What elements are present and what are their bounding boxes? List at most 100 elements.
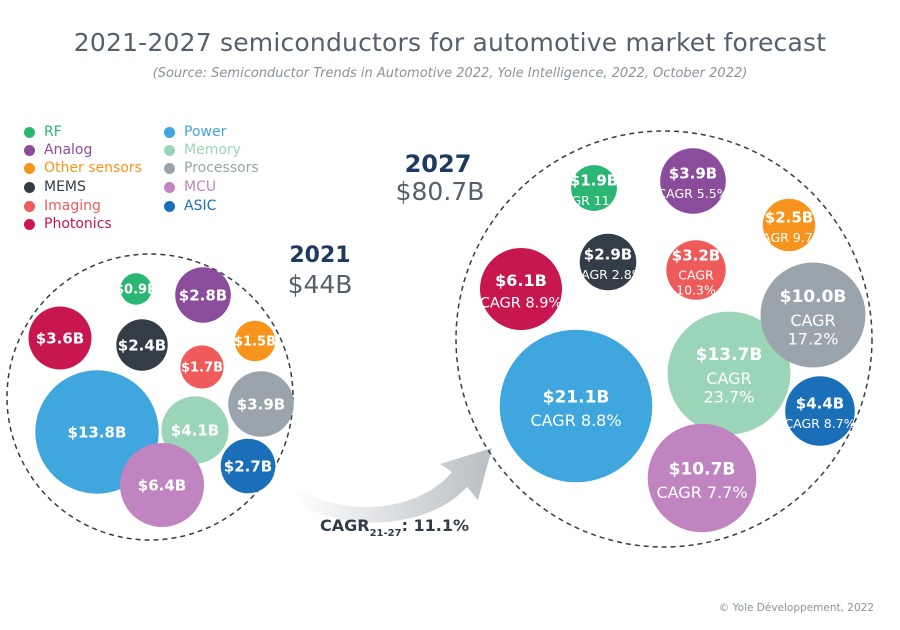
overall-cagr-label: CAGR21-27: 11.1% bbox=[320, 516, 469, 539]
total-label-2021: $44B bbox=[288, 270, 353, 299]
bubble-2027-asic bbox=[785, 376, 855, 446]
legend-item-asic: ASIC bbox=[164, 198, 216, 214]
legend-item-processors: Processors bbox=[164, 160, 259, 176]
growth-arrow bbox=[292, 448, 492, 523]
cagr-label-2027-processors: 17.2% bbox=[788, 330, 839, 349]
bubble-2027-mems bbox=[579, 233, 637, 291]
year-label-2027: 2027 bbox=[405, 150, 472, 178]
legend-swatch bbox=[164, 144, 175, 156]
bubble-2021-rf bbox=[120, 273, 152, 305]
value-label-2021-other-sensors: $1.5B bbox=[234, 335, 276, 350]
cagr-label-2027-mems: CAGR 2.8% bbox=[572, 267, 643, 282]
bubble-2027-mcu bbox=[647, 423, 757, 533]
legend-label: Power bbox=[184, 124, 227, 140]
legend-swatch bbox=[24, 181, 35, 193]
cagr-label-2027-imaging: 10.3% bbox=[676, 282, 716, 297]
cagr-label-2027-power: CAGR 8.8% bbox=[530, 411, 621, 430]
legend-label: Memory bbox=[184, 142, 241, 158]
legend-swatch bbox=[24, 218, 35, 230]
value-label-2021-analog: $2.8B bbox=[179, 286, 227, 304]
bubble-2021-asic bbox=[220, 438, 276, 494]
value-label-2027-mems: $2.9B bbox=[584, 246, 632, 264]
value-label-2021-photonics: $3.6B bbox=[36, 329, 84, 347]
legend-label: ASIC bbox=[184, 198, 217, 214]
bubble-2027-imaging bbox=[666, 240, 726, 300]
value-label-2021-power: $13.8B bbox=[68, 423, 127, 441]
legend-item-other-sensors: Other sensors bbox=[24, 160, 142, 176]
cagr-value: : 11.1% bbox=[402, 516, 469, 535]
cagr-label-2027-other-sensors: CAGR 9.7% bbox=[753, 230, 824, 245]
legend-label: Imaging bbox=[44, 198, 101, 214]
value-label-2027-other-sensors: $2.5B bbox=[765, 209, 813, 227]
legend-label: Other sensors bbox=[44, 160, 142, 176]
bubble-2027-memory bbox=[667, 311, 791, 435]
value-label-2027-processors: $10.0B bbox=[780, 287, 847, 307]
cagr-label-2027-mcu: CAGR 7.7% bbox=[656, 483, 747, 502]
value-label-2021-mems: $2.4B bbox=[118, 336, 166, 354]
chart-subtitle: (Source: Semiconductor Trends in Automot… bbox=[152, 66, 748, 81]
legend-swatch bbox=[24, 144, 35, 156]
legend-swatch bbox=[164, 126, 175, 138]
cagr-prefix: CAGR bbox=[320, 516, 370, 535]
legend: RF Analog Other sensors MEMS Imaging Photonic… bbox=[24, 124, 284, 236]
total-label-2027: $80.7B bbox=[396, 177, 485, 206]
legend-item-mems: MEMS bbox=[24, 179, 86, 195]
cagr-label-2027-rf: CAGR 11.6% bbox=[554, 193, 633, 208]
legend-item-analog: Analog bbox=[24, 142, 92, 158]
value-label-2027-mcu: $10.7B bbox=[669, 459, 736, 479]
legend-item-imaging: Imaging bbox=[24, 198, 101, 214]
bubble-2027-power bbox=[499, 329, 653, 483]
cagr-label-2027-imaging: CAGR bbox=[678, 268, 714, 283]
cagr-label-2027-analog: CAGR 5.5% bbox=[657, 186, 728, 201]
legend-swatch bbox=[24, 200, 35, 212]
value-label-2021-rf: $0.9B bbox=[115, 283, 157, 298]
legend-label: Photonics bbox=[44, 216, 112, 232]
legend-label: Analog bbox=[44, 142, 93, 158]
cagr-subscript: 21-27 bbox=[370, 528, 402, 539]
value-label-2027-imaging: $3.2B bbox=[672, 246, 720, 264]
bubble-2027-other-sensors bbox=[762, 198, 816, 252]
legend-label: MEMS bbox=[44, 179, 86, 195]
legend-swatch bbox=[164, 200, 175, 212]
legend-swatch bbox=[164, 181, 175, 193]
boundary-2027 bbox=[455, 130, 873, 548]
value-label-2027-asic: $4.4B bbox=[796, 395, 844, 413]
legend-label: Processors bbox=[184, 160, 259, 176]
bubble-2027-rf bbox=[571, 165, 617, 211]
legend-item-mcu: MCU bbox=[164, 179, 216, 195]
bubble-2021-mems bbox=[116, 319, 168, 371]
copyright: © Yole Développement, 2022 bbox=[718, 602, 874, 614]
legend-item-power: Power bbox=[164, 124, 226, 140]
bubble-2021-mcu bbox=[120, 443, 204, 527]
value-label-2027-memory: $13.7B bbox=[696, 345, 763, 365]
chart-title: 2021-2027 semiconductors for automotive … bbox=[73, 28, 827, 57]
legend-swatch bbox=[164, 162, 175, 174]
cagr-label-2027-photonics: CAGR 8.9% bbox=[480, 296, 563, 312]
value-label-2021-imaging: $1.7B bbox=[181, 361, 223, 376]
cagr-label-2027-memory: 23.7% bbox=[704, 388, 755, 407]
year-label-2021: 2021 bbox=[289, 243, 350, 268]
value-label-2027-power: $21.1B bbox=[543, 387, 610, 407]
legend-item-rf: RF bbox=[24, 124, 62, 140]
legend-label: MCU bbox=[184, 179, 217, 195]
value-label-2021-memory: $4.1B bbox=[171, 421, 219, 439]
bubble-2027-photonics bbox=[480, 248, 562, 330]
cagr-label-2027-asic: CAGR 8.7% bbox=[784, 416, 855, 431]
bubble-2021-photonics bbox=[28, 306, 92, 370]
bubble-2027-analog bbox=[660, 148, 726, 214]
bubble-2021-analog bbox=[175, 267, 231, 323]
value-label-2021-mcu: $6.4B bbox=[138, 476, 186, 494]
bubble-2021-processors bbox=[228, 371, 294, 437]
legend-swatch bbox=[24, 126, 35, 138]
legend-item-photonics: Photonics bbox=[24, 216, 112, 232]
legend-swatch bbox=[24, 162, 35, 174]
bubble-2021-other-sensors bbox=[234, 320, 276, 362]
value-label-2021-processors: $3.9B bbox=[237, 395, 285, 413]
bubble-2027-processors bbox=[760, 262, 866, 368]
legend-item-memory: Memory bbox=[164, 142, 241, 158]
value-label-2021-asic: $2.7B bbox=[224, 457, 272, 475]
value-label-2027-rf: $1.9B bbox=[570, 172, 618, 190]
cagr-label-2027-processors: CAGR bbox=[790, 311, 835, 330]
legend-label: RF bbox=[44, 124, 62, 140]
